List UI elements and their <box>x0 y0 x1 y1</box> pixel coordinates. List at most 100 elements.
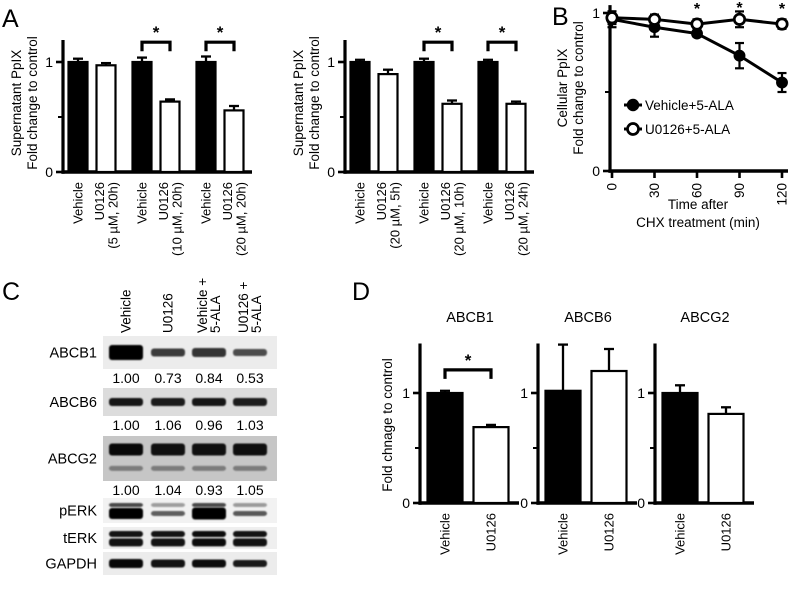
blot-band <box>151 531 185 538</box>
y-tick-label: 1 <box>45 54 53 70</box>
x-category-label: U0126 <box>92 182 107 220</box>
lane-header: U0126 <box>161 293 176 333</box>
chart-title: ABCG2 <box>680 310 729 326</box>
x-category-label: (20 µM, 20h) <box>233 182 248 256</box>
blot-band <box>109 538 143 547</box>
blot-band <box>192 531 226 538</box>
sig-bracket <box>140 40 172 52</box>
x-tick-label: 120 <box>775 183 790 206</box>
data-point-filled-circle <box>733 49 746 62</box>
blot-band <box>109 443 143 456</box>
y-axis-label: Fold change to control <box>307 36 322 170</box>
blot-band <box>151 348 185 357</box>
sig-bracket <box>486 40 518 52</box>
blot-band <box>192 443 226 456</box>
panel-a-label: A <box>2 5 19 33</box>
x-category-label: U0126 <box>220 182 235 220</box>
panel-d-label: D <box>352 278 370 306</box>
bar <box>67 60 89 174</box>
blot-band <box>233 443 267 456</box>
data-point-open-circle <box>605 11 619 25</box>
blot-row-label: tERK <box>63 531 97 547</box>
lane-header: Vehicle + <box>195 278 210 333</box>
blot-band <box>192 559 226 568</box>
x-category-label: Vehicle <box>673 513 688 555</box>
blot-band <box>233 538 267 547</box>
blot-band <box>192 538 226 547</box>
x-category-label: (5 µM, 20h) <box>105 182 120 249</box>
blot-strip <box>103 552 277 575</box>
bar <box>661 391 699 505</box>
sig-bracket <box>204 40 236 52</box>
y-axis-label: Fold change to control <box>25 36 40 170</box>
y-tick-label: 0 <box>592 163 600 179</box>
bar <box>707 412 745 505</box>
blot-quant-value: 1.00 <box>112 482 139 498</box>
blot-quant-value: 0.73 <box>154 370 181 386</box>
blot-quant-value: 0.96 <box>195 417 222 433</box>
blot-band <box>151 465 185 471</box>
blot-row-label: ABCB1 <box>49 346 97 362</box>
y-axis-label: Fold change to control <box>571 21 586 155</box>
bar <box>441 102 463 174</box>
y-tick-label: 0 <box>327 164 335 180</box>
blot-band <box>109 398 143 406</box>
panel-a-chart-2: 0 1 Supernatant PpIX Fold change to control… <box>291 23 534 256</box>
blot-band <box>151 443 185 456</box>
sig-star: * <box>217 23 224 42</box>
panel-c-western-blot: ABCB1 1.00 0.73 0.84 0.53 ABCB6 1.00 1.06 0.96 1.… <box>45 278 277 575</box>
bar <box>505 102 527 174</box>
x-axis-label: CHX treatment (min) <box>636 215 760 230</box>
bar <box>131 60 153 174</box>
blot-band <box>109 465 143 471</box>
blot-band <box>151 511 185 516</box>
blot-band <box>151 503 185 507</box>
bar <box>413 60 435 174</box>
x-tick-label: 90 <box>732 183 747 198</box>
blot-band <box>192 465 226 471</box>
sig-star: * <box>465 351 472 370</box>
x-category-label: U0126 <box>374 182 389 220</box>
x-category-label: Vehicle <box>481 182 496 224</box>
x-category-label: Vehicle <box>556 513 571 555</box>
x-category-label: U0126 <box>502 182 517 220</box>
blot-quant-value: 1.04 <box>154 482 181 498</box>
blot-band <box>192 348 226 357</box>
legend-marker <box>626 98 640 112</box>
sig-star: * <box>499 23 506 42</box>
blot-quant-value: 0.84 <box>195 370 222 386</box>
blot-band <box>151 538 185 547</box>
sig-star: * <box>435 23 442 42</box>
blot-band <box>233 503 267 507</box>
bar <box>426 391 464 505</box>
y-tick-label: 1 <box>402 385 410 401</box>
sig-star: * <box>779 1 786 18</box>
blot-band <box>233 531 267 538</box>
blot-band <box>233 560 267 567</box>
x-category-label: Vehicle <box>417 182 432 224</box>
sig-star: * <box>694 1 701 18</box>
legend-label: Vehicle+5-ALA <box>645 98 734 113</box>
x-category-label: Vehicle <box>438 513 453 555</box>
blot-band <box>233 465 267 471</box>
sig-bracket <box>422 40 454 52</box>
blot-quant-value: 1.00 <box>112 417 139 433</box>
bar <box>95 64 117 174</box>
x-category-label: (20 µM, 5h) <box>387 182 402 249</box>
x-category-label: U0126 <box>602 513 617 551</box>
lane-header: Vehicle <box>119 289 134 333</box>
y-axis-label: Fold chnage to control <box>380 358 395 492</box>
blot-band <box>109 531 143 538</box>
panel-d-chart-abcg2: 0 1 ABCG2 Vehicle U0126 <box>637 310 754 555</box>
x-axis-label: Time after <box>668 197 729 212</box>
sig-bracket <box>443 368 493 379</box>
bar <box>377 72 399 174</box>
y-tick-label: 0 <box>402 495 410 511</box>
y-tick-label: 0 <box>520 495 528 511</box>
blot-band <box>151 559 185 568</box>
blot-quant-value: 0.93 <box>195 482 222 498</box>
blot-quant-value: 1.05 <box>236 482 263 498</box>
x-category-label: U0126 <box>484 513 499 551</box>
x-category-label: (10 µM, 20h) <box>169 182 184 256</box>
blot-band <box>151 398 185 406</box>
